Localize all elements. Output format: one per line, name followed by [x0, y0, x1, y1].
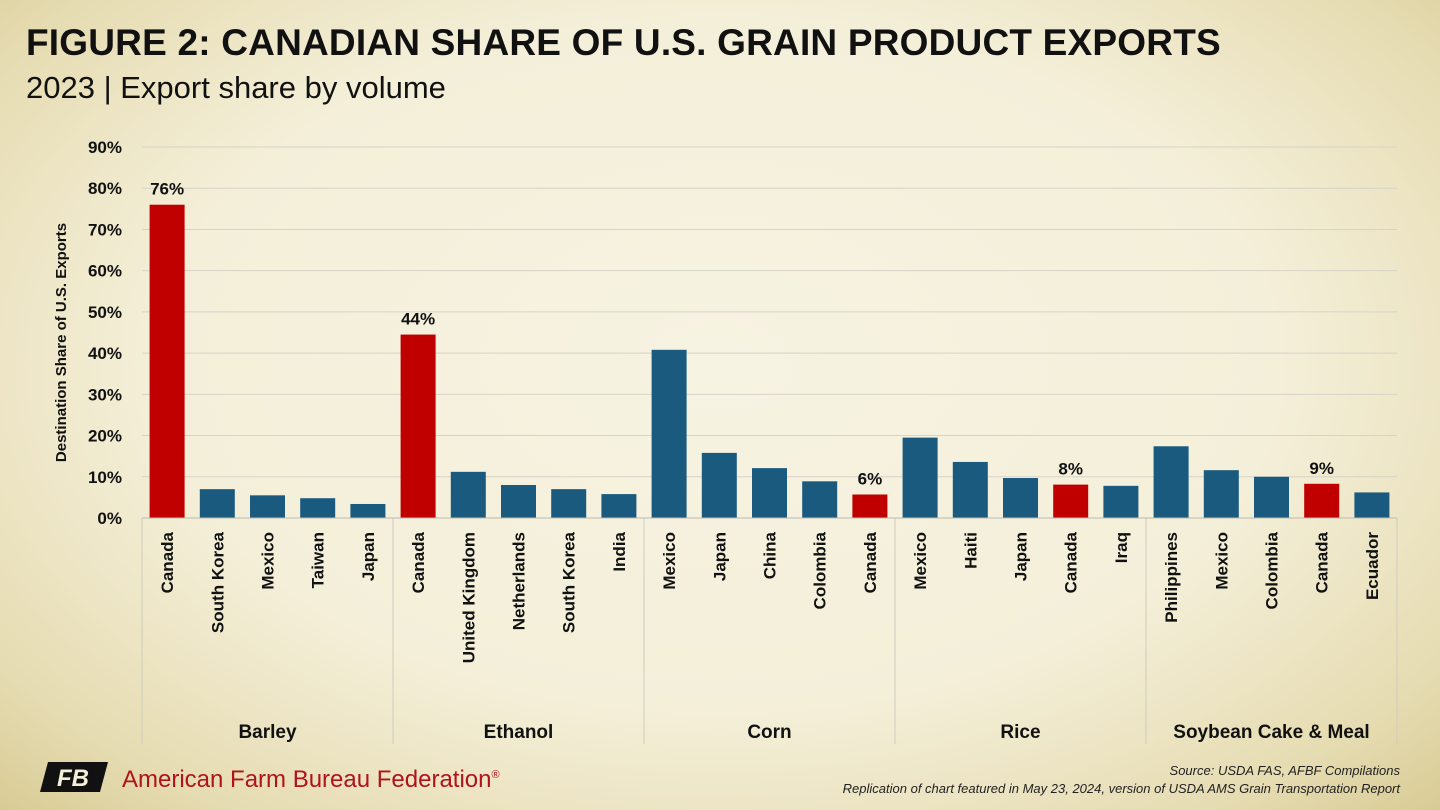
bar-corn-china — [752, 468, 787, 518]
group-label: Corn — [747, 722, 791, 743]
bar-corn-japan — [701, 452, 737, 518]
x-tick-label: Philippines — [1162, 532, 1181, 623]
y-tick-label: 40% — [88, 344, 122, 363]
bar-rice-haiti — [952, 461, 988, 518]
y-tick-label: 70% — [88, 220, 122, 239]
x-tick-label: Colombia — [811, 531, 830, 609]
x-tick-label: Canada — [409, 531, 428, 593]
data-label: 9% — [1309, 459, 1334, 478]
x-tick-label: Haiti — [961, 532, 980, 569]
y-tick-label: 80% — [88, 179, 122, 198]
afbf-logo-icon: FB — [40, 762, 108, 792]
bar-soybean-cake-meal-mexico — [1203, 470, 1239, 518]
data-label: 44% — [401, 310, 435, 329]
bar-soybean-cake-meal-ecuador — [1354, 492, 1390, 518]
group-label: Ethanol — [484, 722, 554, 743]
group-label: Barley — [238, 722, 297, 743]
x-tick-label: Canada — [1313, 531, 1332, 593]
bar-rice-japan — [1003, 478, 1038, 518]
source-line-2: Replication of chart featured in May 23,… — [842, 781, 1400, 796]
x-tick-label: Mexico — [1212, 532, 1231, 590]
x-tick-label: Canada — [158, 531, 177, 593]
x-tick-label: Japan — [710, 532, 729, 581]
x-tick-label: Colombia — [1263, 531, 1282, 609]
x-tick-label: Canada — [1062, 531, 1081, 593]
x-tick-label: Mexico — [660, 532, 679, 590]
organization-name: American Farm Bureau Federation® — [122, 766, 500, 794]
bar-soybean-cake-meal-philippines — [1153, 446, 1189, 518]
source-line-1: Source: USDA FAS, AFBF Compilations — [1169, 763, 1400, 778]
x-tick-label: China — [761, 531, 780, 579]
x-tick-label: Japan — [1012, 532, 1031, 581]
group-label: Soybean Cake & Meal — [1173, 722, 1369, 743]
trademark-symbol: ® — [491, 769, 500, 781]
y-tick-label: 20% — [88, 427, 122, 446]
bar-corn-canada — [852, 494, 888, 518]
x-tick-label: Taiwan — [309, 532, 328, 588]
y-axis-title: Destination Share of U.S. Exports — [53, 223, 70, 462]
group-label: Rice — [1000, 722, 1040, 743]
organization-name-text: American Farm Bureau Federation — [122, 766, 492, 793]
x-tick-label: Japan — [359, 532, 378, 581]
x-tick-label: Canada — [861, 531, 880, 593]
bar-chart: 0% 10% 20% 30% 40% 50% 60% 70% 80% 90% Destination… — [53, 138, 1398, 744]
x-tick-label: South Korea — [208, 531, 227, 633]
x-tick-label: India — [610, 531, 629, 571]
bar-barley-japan — [350, 503, 386, 518]
bar-ethanol-south-korea — [551, 489, 587, 518]
bar-rice-canada — [1053, 484, 1089, 518]
bar-barley-south-korea — [199, 489, 235, 518]
bar-ethanol-united-kingdom — [450, 471, 486, 518]
x-tick-label: Mexico — [259, 532, 278, 590]
source-note: Source: USDA FAS, AFBF Compilations Repl… — [843, 762, 1400, 798]
x-tick-label: Ecuador — [1363, 532, 1382, 600]
x-tick-label: South Korea — [560, 531, 579, 633]
y-tick-label: 30% — [88, 385, 122, 404]
bar-ethanol-india — [601, 494, 637, 518]
bar-corn-mexico — [651, 349, 687, 518]
bar-rice-mexico — [902, 437, 938, 518]
bar-soybean-cake-meal-colombia — [1254, 476, 1289, 518]
bar-barley-taiwan — [300, 498, 336, 518]
y-tick-label: 60% — [88, 262, 122, 281]
chart-subtitle: 2023 | Export share by volume — [26, 70, 446, 105]
y-tick-label: 0% — [97, 509, 122, 528]
x-tick-label: Mexico — [911, 532, 930, 590]
bar-rice-iraq — [1103, 485, 1139, 518]
y-tick-label: 10% — [88, 468, 122, 487]
bar-barley-mexico — [250, 495, 285, 518]
data-label: 6% — [858, 470, 883, 489]
x-tick-label: Netherlands — [510, 532, 529, 630]
data-label: 76% — [150, 180, 184, 199]
data-label: 8% — [1058, 460, 1083, 479]
y-tick-label: 50% — [88, 303, 122, 322]
chart-title: FIGURE 2: CANADIAN SHARE OF U.S. GRAIN P… — [26, 22, 1221, 63]
bar-ethanol-canada — [400, 334, 436, 518]
y-tick-label: 90% — [88, 138, 122, 157]
bar-ethanol-netherlands — [501, 485, 536, 518]
bar-corn-colombia — [802, 481, 838, 518]
x-tick-label: Iraq — [1112, 532, 1131, 563]
afbf-logo-text: FB — [57, 765, 89, 792]
x-tick-label: United Kingdom — [459, 532, 478, 663]
bar-barley-canada — [149, 204, 185, 518]
bar-soybean-cake-meal-canada — [1304, 483, 1340, 518]
